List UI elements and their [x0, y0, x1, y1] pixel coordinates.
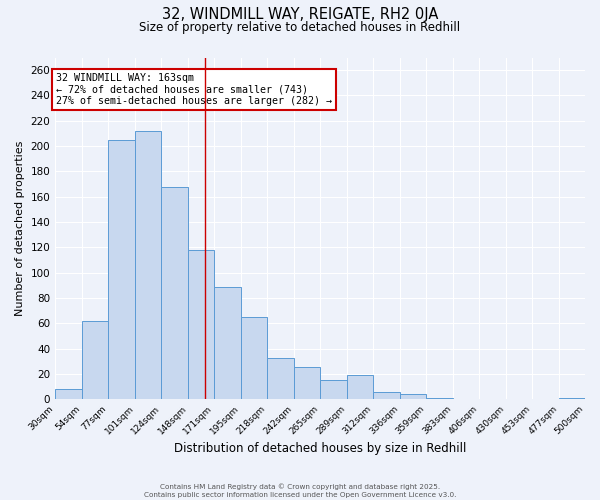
Bar: [400, 394, 426, 400]
Bar: [373, 392, 400, 400]
Text: 32 WINDMILL WAY: 163sqm
← 72% of detached houses are smaller (743)
27% of semi-d: 32 WINDMILL WAY: 163sqm ← 72% of detache…: [56, 72, 332, 106]
Text: 32, WINDMILL WAY, REIGATE, RH2 0JA: 32, WINDMILL WAY, REIGATE, RH2 0JA: [162, 8, 438, 22]
Text: Size of property relative to detached houses in Redhill: Size of property relative to detached ho…: [139, 21, 461, 34]
X-axis label: Distribution of detached houses by size in Redhill: Distribution of detached houses by size …: [174, 442, 466, 455]
Y-axis label: Number of detached properties: Number of detached properties: [15, 141, 25, 316]
Bar: [55, 390, 82, 400]
Bar: [108, 140, 135, 400]
Bar: [188, 250, 214, 400]
Bar: [347, 376, 373, 400]
Bar: [559, 398, 585, 400]
Bar: [426, 398, 453, 400]
Bar: [161, 186, 188, 400]
Bar: [82, 321, 108, 400]
Bar: [135, 131, 161, 400]
Bar: [320, 380, 347, 400]
Bar: [214, 287, 241, 400]
Bar: [294, 366, 320, 400]
Bar: [241, 317, 267, 400]
Text: Contains HM Land Registry data © Crown copyright and database right 2025.
Contai: Contains HM Land Registry data © Crown c…: [144, 483, 456, 498]
Bar: [267, 358, 294, 400]
